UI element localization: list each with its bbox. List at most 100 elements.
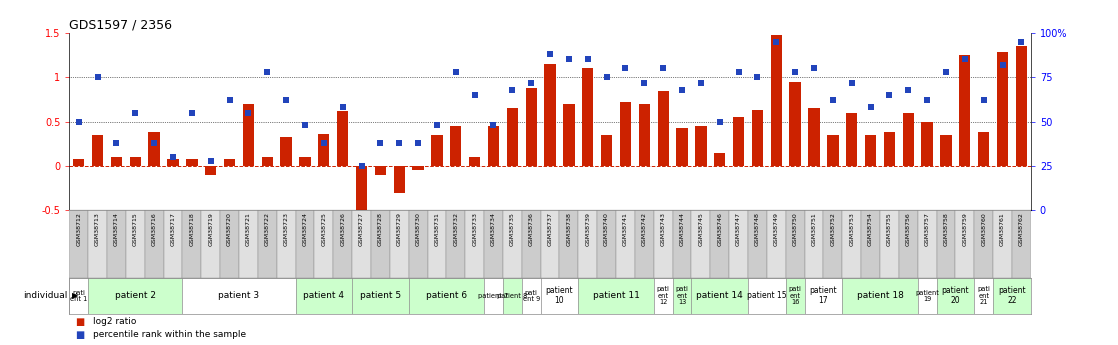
Point <box>767 39 785 45</box>
Text: ▶: ▶ <box>72 291 78 300</box>
Point <box>541 51 559 57</box>
Bar <box>770 34 781 166</box>
Bar <box>676 128 688 166</box>
Text: GSM38716: GSM38716 <box>152 213 157 246</box>
Bar <box>846 113 858 166</box>
Point <box>805 66 823 71</box>
Text: patient 14: patient 14 <box>697 291 743 300</box>
Bar <box>541 210 559 278</box>
Point <box>730 69 748 75</box>
Bar <box>451 126 462 166</box>
Text: GSM38734: GSM38734 <box>491 213 496 246</box>
Bar <box>375 166 386 175</box>
Bar <box>657 90 669 166</box>
Bar <box>394 166 405 193</box>
Bar <box>805 210 824 278</box>
Point <box>560 57 578 62</box>
Text: GSM38735: GSM38735 <box>510 213 515 246</box>
Bar <box>390 210 409 278</box>
Bar <box>107 210 126 278</box>
Text: pati
ent 9: pati ent 9 <box>522 289 540 302</box>
Text: GSM38754: GSM38754 <box>868 213 873 246</box>
Bar <box>356 166 367 210</box>
Point <box>862 105 880 110</box>
Text: GDS1597 / 2356: GDS1597 / 2356 <box>69 19 172 32</box>
Bar <box>130 157 141 166</box>
Bar <box>635 210 654 278</box>
Text: GSM38757: GSM38757 <box>925 213 929 246</box>
Point <box>466 92 484 98</box>
Bar <box>808 108 819 166</box>
Text: pati
ent
21: pati ent 21 <box>977 286 991 305</box>
Text: GSM38719: GSM38719 <box>208 213 214 246</box>
Bar <box>619 102 632 166</box>
Text: ■: ■ <box>75 317 84 327</box>
Bar <box>563 104 575 166</box>
Text: GSM38720: GSM38720 <box>227 213 233 246</box>
Bar <box>654 278 673 314</box>
Text: GSM38745: GSM38745 <box>699 213 703 246</box>
Bar <box>276 210 295 278</box>
Bar <box>88 210 107 278</box>
Bar <box>92 135 103 166</box>
Bar <box>691 278 748 314</box>
Text: GSM38723: GSM38723 <box>284 213 288 246</box>
Bar <box>352 210 371 278</box>
Bar <box>710 210 729 278</box>
Bar <box>224 159 235 166</box>
Bar <box>262 157 273 166</box>
Text: patient
20: patient 20 <box>941 286 969 305</box>
Bar <box>673 278 691 314</box>
Bar <box>126 210 144 278</box>
Bar <box>413 166 424 170</box>
Point <box>390 140 408 146</box>
Point <box>69 119 87 125</box>
Text: GSM38730: GSM38730 <box>416 213 420 246</box>
Bar <box>751 110 764 166</box>
Bar <box>503 278 522 314</box>
Text: GSM38752: GSM38752 <box>831 213 835 246</box>
Bar <box>959 55 970 166</box>
Bar <box>239 210 258 278</box>
Text: pati
ent
13: pati ent 13 <box>675 286 689 305</box>
Text: patient 11: patient 11 <box>593 291 639 300</box>
Point <box>673 87 691 92</box>
Text: pati
ent
16: pati ent 16 <box>788 286 802 305</box>
Text: GSM38740: GSM38740 <box>604 213 609 246</box>
Bar <box>506 108 518 166</box>
Bar <box>243 104 254 166</box>
Text: GSM38753: GSM38753 <box>850 213 854 246</box>
Bar <box>314 210 333 278</box>
Bar <box>468 157 481 166</box>
Bar <box>182 278 295 314</box>
Point <box>484 122 502 128</box>
Text: GSM38759: GSM38759 <box>963 213 967 246</box>
Bar <box>937 278 974 314</box>
Point <box>692 80 710 85</box>
Text: GSM38736: GSM38736 <box>529 213 533 246</box>
Point <box>918 98 936 103</box>
Bar <box>409 278 484 314</box>
Text: GSM38715: GSM38715 <box>133 213 138 246</box>
Bar <box>827 135 838 166</box>
Point <box>315 140 333 146</box>
Text: GSM38748: GSM38748 <box>755 213 760 246</box>
Bar <box>88 278 182 314</box>
Bar <box>748 278 786 314</box>
Bar <box>714 153 726 166</box>
Bar <box>883 132 896 166</box>
Text: patient 8: patient 8 <box>498 293 528 299</box>
Bar <box>69 210 88 278</box>
Bar <box>281 137 292 166</box>
Text: GSM38755: GSM38755 <box>887 213 892 246</box>
Text: GSM38737: GSM38737 <box>548 213 552 246</box>
Bar <box>73 159 84 166</box>
Point <box>239 110 257 116</box>
Bar <box>654 210 673 278</box>
Bar <box>409 210 427 278</box>
Bar <box>695 126 707 166</box>
Text: ■: ■ <box>75 330 84 340</box>
Text: patient
22: patient 22 <box>998 286 1025 305</box>
Text: patient 5: patient 5 <box>360 291 401 300</box>
Bar <box>201 210 220 278</box>
